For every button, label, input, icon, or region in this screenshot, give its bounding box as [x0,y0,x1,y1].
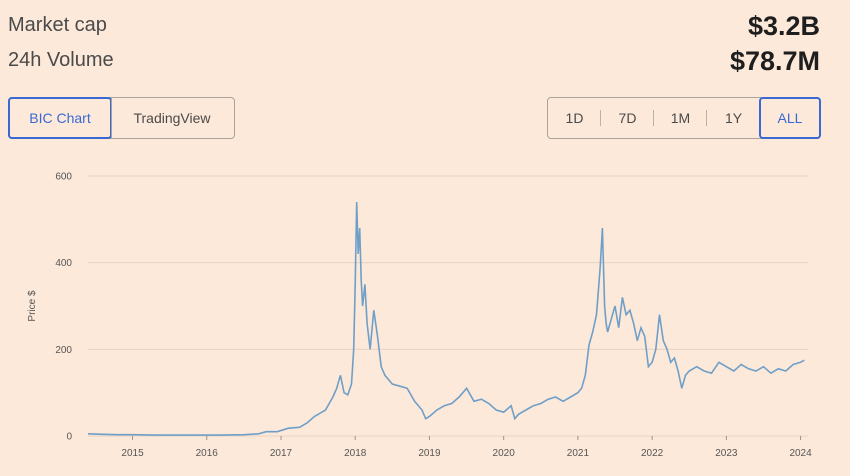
y-tick-label: 400 [55,258,72,269]
volume-label: 24h Volume [8,49,114,71]
x-tick-label: 2015 [121,448,144,459]
x-tick-label: 2016 [196,448,219,459]
volume-value: $78.7M [729,46,820,76]
y-tick-label: 0 [66,432,72,443]
market-cap-label: Market cap [8,14,107,36]
price-series-line [87,201,805,436]
time-range-selector: 1D 7D 1M 1Y ALL [547,97,821,139]
tab-bic-chart[interactable]: BIC Chart [8,97,112,139]
y-axis-ticks: 0 200 400 600 [55,172,72,443]
x-tick-label: 2022 [641,448,664,459]
range-7d-button[interactable]: 7D [601,98,654,138]
x-tick-label: 2020 [493,448,516,459]
tab-tradingview[interactable]: TradingView [111,98,232,138]
y-axis-label: Price $ [27,290,38,322]
y-tick-label: 200 [55,345,72,356]
x-tick-label: 2021 [567,448,590,459]
x-tick-label: 2019 [418,448,441,459]
x-tick-label: 2018 [344,448,367,459]
market-cap-value: $3.2B [747,11,820,41]
chart-grid [88,175,808,437]
range-all-button[interactable]: ALL [759,97,821,139]
x-axis-ticks: 2015 2016 2017 2018 2019 2020 2021 2022 2023 2024 [121,436,812,459]
range-1d-button[interactable]: 1D [548,98,601,138]
range-1m-button[interactable]: 1M [654,98,707,138]
y-tick-label: 600 [55,172,72,183]
x-tick-label: 2024 [789,448,812,459]
chart-source-toggle: BIC Chart TradingView [8,97,235,139]
x-tick-label: 2023 [715,448,738,459]
range-1y-button[interactable]: 1Y [724,110,743,126]
x-tick-label: 2017 [270,448,293,459]
